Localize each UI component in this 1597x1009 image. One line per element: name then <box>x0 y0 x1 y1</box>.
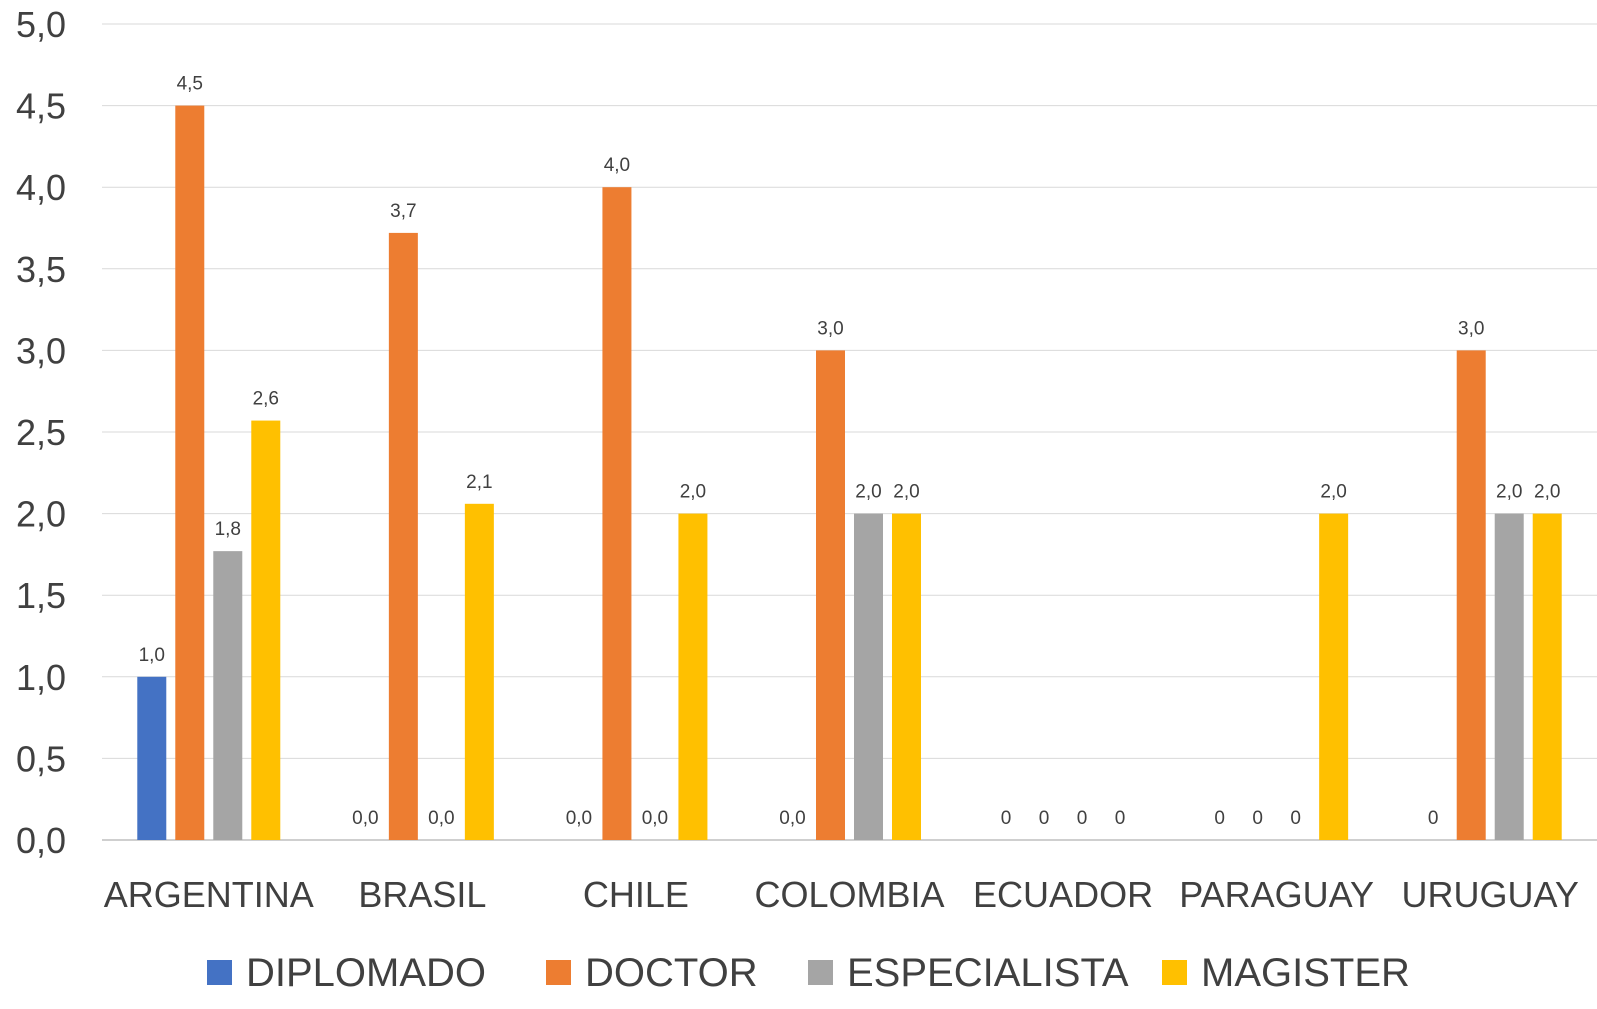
bars <box>137 105 1562 841</box>
y-tick-label: 2,0 <box>16 494 66 535</box>
y-tick-label: 3,0 <box>16 330 66 371</box>
bar-doctor-chile <box>602 187 632 840</box>
data-label: 2,0 <box>680 482 706 503</box>
data-label: 1,0 <box>139 645 165 666</box>
data-label: 0 <box>1252 808 1263 829</box>
legend-label-magister: MAGISTER <box>1201 951 1410 995</box>
legend-label-especialista: ESPECIALISTA <box>847 951 1129 995</box>
y-tick-label: 2,5 <box>16 412 66 453</box>
data-label: 0 <box>1001 808 1012 829</box>
legend-swatch-doctor <box>546 960 571 985</box>
data-label: 0,0 <box>566 808 592 829</box>
data-label: 2,0 <box>1320 482 1346 503</box>
data-label: 0 <box>1077 808 1088 829</box>
bar-magister-paraguay <box>1319 513 1349 840</box>
data-label: 3,0 <box>1458 318 1484 339</box>
x-tick-label: ECUADOR <box>973 874 1153 915</box>
data-label: 0,0 <box>352 808 378 829</box>
x-tick-label: COLOMBIA <box>754 874 944 915</box>
y-tick-label: 1,0 <box>16 657 66 698</box>
bar-magister-chile <box>678 513 708 840</box>
bar-doctor-argentina <box>175 105 205 841</box>
gridlines <box>102 23 1597 841</box>
data-label: 0 <box>1039 808 1050 829</box>
data-label: 0,0 <box>779 808 805 829</box>
data-label: 2,0 <box>1534 482 1560 503</box>
data-label: 3,7 <box>390 201 416 222</box>
data-label: 0 <box>1290 808 1301 829</box>
bar-doctor-uruguay <box>1456 350 1486 840</box>
legend-swatch-magister <box>1162 960 1187 985</box>
bar-magister-uruguay <box>1532 513 1562 840</box>
legend-label-doctor: DOCTOR <box>585 951 758 995</box>
y-tick-label: 1,5 <box>16 575 66 616</box>
bar-magister-argentina <box>251 420 281 840</box>
x-tick-label: URUGUAY <box>1402 874 1579 915</box>
y-tick-label: 0,0 <box>16 820 66 861</box>
y-axis: 0,0 0,5 1,0 1,5 2,0 2,5 3,0 3,5 4,0 4,5 5,0 <box>16 4 66 861</box>
data-label: 2,6 <box>253 389 279 410</box>
data-label: 3,0 <box>817 318 843 339</box>
legend-swatch-diplomado <box>207 960 232 985</box>
data-label: 4,0 <box>604 155 630 176</box>
data-label: 1,8 <box>215 519 241 540</box>
data-label: 0,0 <box>642 808 668 829</box>
bar-magister-brasil <box>464 503 494 840</box>
x-tick-label: BRASIL <box>358 874 486 915</box>
x-axis: ARGENTINA BRASIL CHILE COLOMBIA ECUADOR PARAG… <box>104 874 1579 915</box>
y-tick-label: 4,5 <box>16 86 66 127</box>
bar-doctor-brasil <box>388 232 418 840</box>
bar-especialista-colombia <box>854 513 883 840</box>
data-label: 2,1 <box>466 472 492 493</box>
bar-especialista-uruguay <box>1494 513 1524 840</box>
legend-label-diplomado: DIPLOMADO <box>246 951 486 995</box>
data-label: 2,0 <box>855 482 881 503</box>
bar-magister-colombia <box>892 513 921 840</box>
bar-especialista-argentina <box>213 551 243 840</box>
x-tick-label: PARAGUAY <box>1179 874 1374 915</box>
data-label: 0,0 <box>428 808 454 829</box>
x-tick-label: CHILE <box>583 874 689 915</box>
data-label: 0 <box>1214 808 1225 829</box>
data-label: 0 <box>1115 808 1126 829</box>
legend: DIPLOMADO DOCTOR ESPECIALISTA MAGISTER <box>207 951 1410 995</box>
y-tick-label: 5,0 <box>16 4 66 45</box>
data-label: 0 <box>1428 808 1439 829</box>
x-tick-label: ARGENTINA <box>104 874 314 915</box>
y-tick-label: 4,0 <box>16 167 66 208</box>
data-label: 2,0 <box>1496 482 1522 503</box>
data-labels: 1,0 4,5 1,8 2,6 0,0 3,7 0,0 2,1 0,0 4,0 0,0 2,0 0,0 3… <box>139 74 1561 829</box>
bar-diplomado-argentina <box>137 676 167 840</box>
data-label: 4,5 <box>177 74 203 95</box>
y-tick-label: 3,5 <box>16 249 66 290</box>
legend-swatch-especialista <box>808 960 833 985</box>
y-tick-label: 0,5 <box>16 738 66 779</box>
data-label: 2,0 <box>893 482 919 503</box>
bar-doctor-colombia <box>816 350 845 840</box>
